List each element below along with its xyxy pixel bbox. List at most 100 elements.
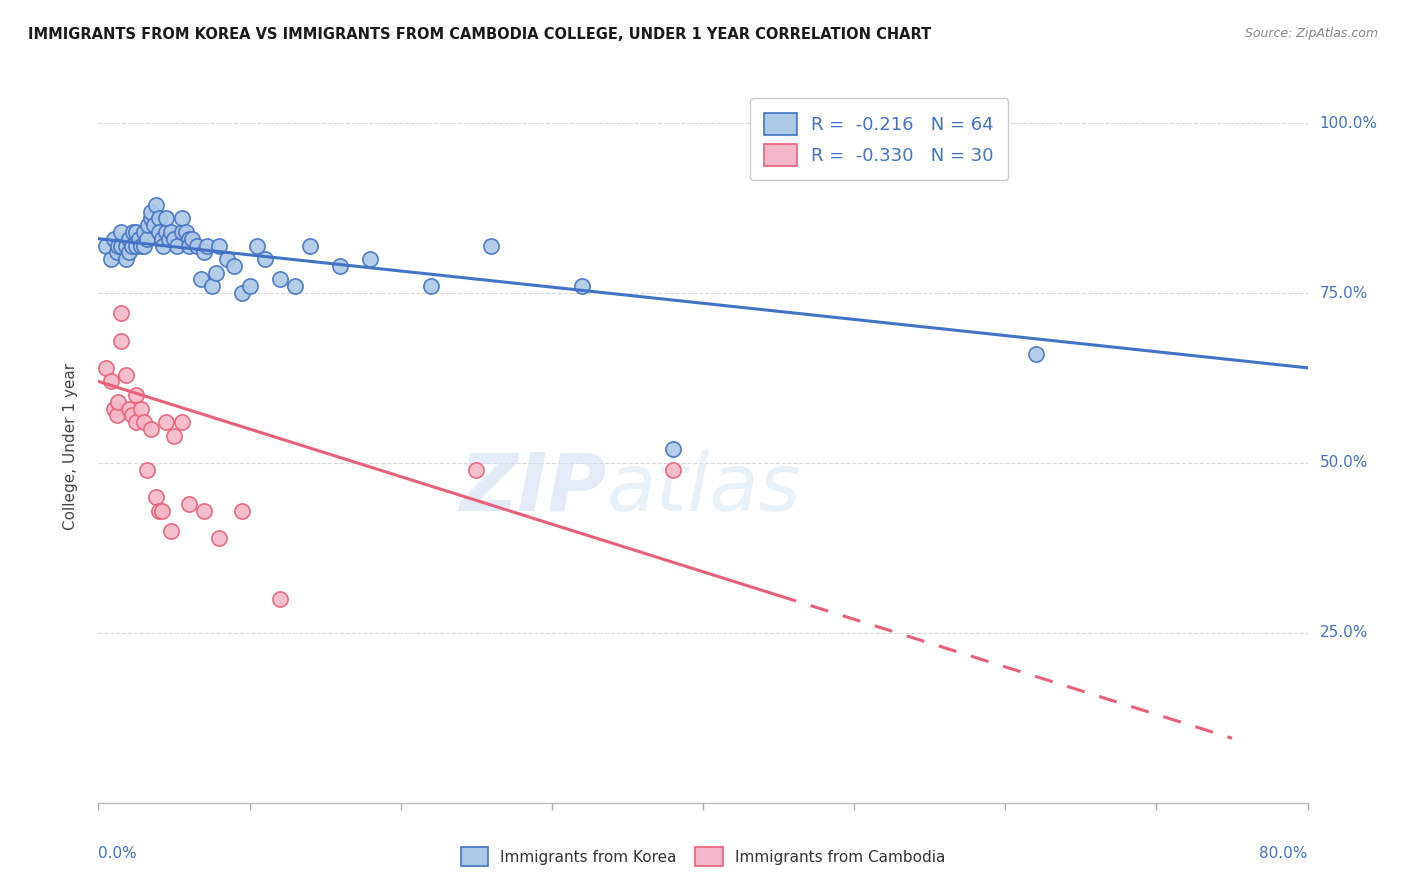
Point xyxy=(177,497,201,511)
Point xyxy=(110,238,132,252)
Point xyxy=(100,375,122,389)
Point xyxy=(360,252,382,266)
Point xyxy=(284,279,307,293)
Point xyxy=(110,334,132,348)
Point xyxy=(155,211,177,226)
Point xyxy=(118,245,141,260)
Point xyxy=(1024,347,1046,361)
Point xyxy=(195,238,218,252)
Point xyxy=(141,204,163,219)
Point xyxy=(148,211,170,226)
Point xyxy=(143,218,166,232)
Point xyxy=(150,232,173,246)
Point xyxy=(129,401,152,416)
Point xyxy=(141,422,163,436)
Point xyxy=(163,429,186,443)
Text: 50.0%: 50.0% xyxy=(1320,456,1368,470)
Point xyxy=(208,531,231,545)
Point xyxy=(125,225,148,239)
Point xyxy=(177,232,201,246)
Point xyxy=(170,211,193,226)
Point xyxy=(103,232,125,246)
Point xyxy=(129,238,152,252)
Point xyxy=(105,409,128,423)
Point xyxy=(160,225,183,239)
Point xyxy=(114,252,136,266)
Point xyxy=(166,238,188,252)
Point xyxy=(465,463,488,477)
Point xyxy=(145,490,167,504)
Point xyxy=(110,306,132,320)
Text: ZIP: ZIP xyxy=(458,450,606,528)
Point xyxy=(155,415,177,429)
Point xyxy=(110,225,132,239)
Point xyxy=(121,409,143,423)
Point xyxy=(125,415,148,429)
Point xyxy=(150,503,173,517)
Point xyxy=(155,225,177,239)
Point xyxy=(105,245,128,260)
Point xyxy=(239,279,262,293)
Point xyxy=(128,232,150,246)
Point xyxy=(148,503,170,517)
Point xyxy=(160,524,183,538)
Text: 0.0%: 0.0% xyxy=(98,846,138,861)
Point xyxy=(114,238,136,252)
Point xyxy=(481,238,503,252)
Point xyxy=(94,238,117,252)
Point xyxy=(135,232,157,246)
Point xyxy=(118,401,141,416)
Text: 75.0%: 75.0% xyxy=(1320,285,1368,301)
Point xyxy=(177,238,201,252)
Point xyxy=(419,279,441,293)
Point xyxy=(571,279,593,293)
Point xyxy=(145,198,167,212)
Point xyxy=(186,238,208,252)
Legend: Immigrants from Korea, Immigrants from Cambodia: Immigrants from Korea, Immigrants from C… xyxy=(453,839,953,873)
Text: 80.0%: 80.0% xyxy=(1260,846,1308,861)
Point xyxy=(661,463,683,477)
Point xyxy=(114,368,136,382)
Point xyxy=(269,272,291,286)
Point xyxy=(208,238,231,252)
Point xyxy=(118,232,141,246)
Point xyxy=(170,415,193,429)
Point xyxy=(152,238,174,252)
Point xyxy=(132,238,155,252)
Point xyxy=(163,232,186,246)
Text: Source: ZipAtlas.com: Source: ZipAtlas.com xyxy=(1244,27,1378,40)
Point xyxy=(253,252,276,266)
Point xyxy=(269,591,291,606)
Point xyxy=(159,232,181,246)
Point xyxy=(181,232,204,246)
Point xyxy=(107,394,129,409)
Point xyxy=(141,211,163,226)
Point xyxy=(215,252,238,266)
Point xyxy=(231,286,253,301)
Point xyxy=(107,238,129,252)
Point xyxy=(148,225,170,239)
Point xyxy=(329,259,352,273)
Point xyxy=(299,238,322,252)
Point xyxy=(231,503,253,517)
Point xyxy=(246,238,269,252)
Point xyxy=(100,252,122,266)
Y-axis label: College, Under 1 year: College, Under 1 year xyxy=(63,362,77,530)
Point xyxy=(125,238,148,252)
Point xyxy=(193,503,215,517)
Point xyxy=(201,279,224,293)
Point xyxy=(135,463,157,477)
Text: 100.0%: 100.0% xyxy=(1320,116,1378,131)
Point xyxy=(224,259,246,273)
Point xyxy=(121,238,143,252)
Text: atlas: atlas xyxy=(606,450,801,528)
Text: 25.0%: 25.0% xyxy=(1320,625,1368,640)
Point xyxy=(125,388,148,402)
Point xyxy=(132,225,155,239)
Point xyxy=(205,266,228,280)
Point xyxy=(193,245,215,260)
Point xyxy=(170,225,193,239)
Point xyxy=(190,272,212,286)
Point xyxy=(122,225,145,239)
Point xyxy=(661,442,683,457)
